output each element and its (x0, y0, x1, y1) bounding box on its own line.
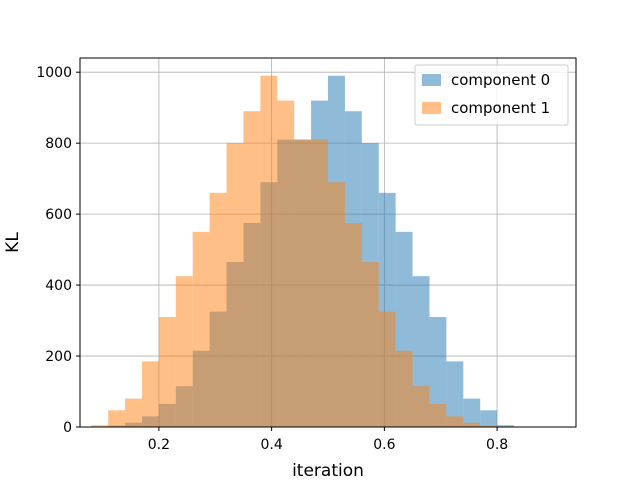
histogram-bar-series-0 (429, 317, 447, 427)
histogram-bar-series-1 (395, 350, 413, 427)
histogram-bar-series-1 (328, 182, 345, 427)
y-tick-label: 600 (45, 207, 72, 223)
x-tick-label: 0.8 (486, 437, 508, 453)
histogram-bar-series-1 (192, 231, 210, 427)
histogram-bar-series-1 (344, 222, 362, 427)
histogram-bar-series-1 (480, 425, 498, 427)
histogram-bar-series-1 (378, 311, 396, 427)
histogram-bar-series-0 (497, 425, 514, 427)
histogram-bar-series-1 (429, 403, 447, 427)
histogram-bar-series-1 (142, 361, 159, 427)
histogram-bar-series-0 (446, 361, 464, 427)
y-tick-label: 1000 (36, 65, 72, 81)
y-tick-label: 200 (45, 349, 72, 365)
plot-frame (79, 57, 577, 428)
histogram-bar-series-1 (260, 75, 278, 427)
x-axis-label: iteration (292, 461, 364, 480)
histogram-bar-series-1 (361, 262, 379, 427)
y-axis-ticks: 0 200 400 600 800 1000 (36, 65, 80, 436)
histogram-bar-series-1 (209, 192, 227, 427)
histogram-bar-series-0 (463, 398, 481, 427)
legend-swatch-component-1 (422, 102, 441, 114)
histogram-bar-series-1 (294, 139, 312, 427)
histogram-bar-series-1 (277, 100, 295, 428)
x-axis-ticks: 0.2 0.4 0.6 0.8 (148, 427, 508, 453)
legend-label-component-0: component 0 (451, 71, 550, 89)
legend: component 0 component 1 (414, 64, 569, 126)
histogram-bar-series-1 (175, 276, 193, 427)
y-tick-label: 400 (45, 278, 72, 294)
histogram-bar-series-1 (463, 422, 481, 427)
histogram-bar-series-1 (243, 111, 261, 427)
histogram-bar-series-1 (108, 410, 126, 427)
legend-box (414, 64, 569, 126)
legend-label-component-1: component 1 (451, 99, 550, 117)
x-tick-label: 0.6 (373, 437, 395, 453)
histogram-bar-series-1 (412, 386, 430, 427)
series-1-bars (91, 75, 514, 428)
legend-swatch-component-0 (422, 74, 441, 86)
histogram-bar-series-1 (446, 416, 464, 427)
y-tick-label: 0 (63, 420, 72, 436)
histogram-bar-series-1 (226, 143, 244, 427)
histogram-bar-series-1 (125, 398, 142, 427)
y-tick-label: 800 (45, 136, 72, 152)
y-axis-label: KL (3, 232, 23, 253)
histogram-bar-series-1 (311, 139, 328, 427)
x-tick-label: 0.2 (148, 437, 170, 453)
histogram-bar-series-1 (158, 317, 176, 427)
histogram-bar-series-1 (91, 425, 109, 427)
histogram-bar-series-0 (480, 410, 498, 427)
x-tick-label: 0.4 (261, 437, 283, 453)
